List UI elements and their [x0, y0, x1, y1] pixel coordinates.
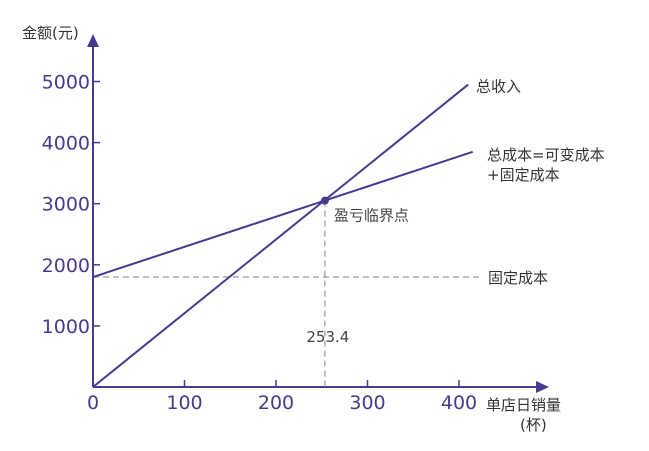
- breakeven-label: 盈亏临界点: [334, 207, 409, 225]
- y-tick-label: 2000: [42, 255, 90, 277]
- breakeven-point: [320, 196, 329, 205]
- x-tick-label: 200: [258, 392, 294, 414]
- x-tick-label: 0: [87, 392, 99, 414]
- total-cost-label-line1: 总成本=可变成本: [487, 146, 605, 164]
- total-cost-line: [92, 150, 474, 278]
- total-revenue-label: 总收入: [476, 78, 521, 96]
- y-axis-title: 金额(元): [22, 24, 79, 42]
- fixed-cost-label: 固定成本: [488, 269, 548, 287]
- total-cost-label-line2: +固定成本: [487, 166, 560, 184]
- total-revenue-line: [92, 83, 469, 388]
- x-axis-arrow-icon: [536, 381, 549, 393]
- y-tick-label: 1000: [42, 316, 90, 338]
- y-axis-arrow-icon: [87, 34, 99, 47]
- x-tick-label: 100: [166, 392, 202, 414]
- y-tick-label: 5000: [42, 72, 90, 94]
- series-lines: [92, 83, 474, 388]
- y-tick-label: 3000: [42, 194, 90, 216]
- axes: [87, 34, 549, 393]
- x-axis-title-line1: 单店日销量: [486, 396, 561, 414]
- x-tick-label: 400: [441, 392, 477, 414]
- y-tick-label: 4000: [42, 133, 90, 155]
- x-axis-title-line2: (杯): [520, 416, 547, 434]
- fixed-cost-reference: [93, 200, 480, 387]
- breakeven-x-label: 253.4: [306, 328, 349, 346]
- x-tick-label: 300: [349, 392, 385, 414]
- tick-labels: 1000 2000 3000 4000 5000 0 100 200 300 400: [42, 72, 477, 415]
